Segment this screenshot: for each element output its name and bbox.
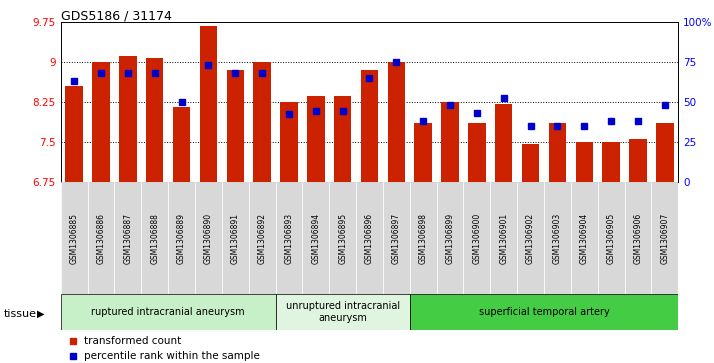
Text: unruptured intracranial
aneurysm: unruptured intracranial aneurysm	[286, 301, 400, 323]
Bar	[88, 182, 114, 296]
Bar	[195, 182, 222, 296]
Text: GSM1306900: GSM1306900	[473, 213, 481, 264]
Bar	[522, 144, 539, 182]
Text: GSM1306888: GSM1306888	[150, 213, 159, 264]
Text: GSM1306902: GSM1306902	[526, 213, 535, 264]
Bar	[253, 62, 271, 182]
Bar	[222, 182, 248, 296]
Bar	[173, 107, 190, 182]
Text: GSM1306894: GSM1306894	[311, 213, 321, 264]
Bar	[61, 294, 276, 330]
Bar	[248, 182, 276, 296]
Text: GSM1306898: GSM1306898	[418, 213, 428, 264]
Bar	[468, 123, 486, 182]
Text: ▶: ▶	[37, 309, 45, 319]
Bar	[334, 96, 351, 182]
Bar	[276, 182, 302, 296]
Text: GSM1306887: GSM1306887	[124, 213, 132, 264]
Bar	[571, 182, 598, 296]
Bar	[280, 102, 298, 182]
Text: GSM1306891: GSM1306891	[231, 213, 240, 264]
Bar	[329, 182, 356, 296]
Bar	[356, 182, 383, 296]
Bar	[549, 123, 566, 182]
Text: GDS5186 / 31174: GDS5186 / 31174	[61, 9, 171, 22]
Bar	[383, 182, 410, 296]
Bar	[410, 294, 678, 330]
Text: GSM1306896: GSM1306896	[365, 213, 374, 264]
Bar	[168, 182, 195, 296]
Bar	[517, 182, 544, 296]
Text: GSM1306897: GSM1306897	[392, 213, 401, 264]
Bar	[361, 70, 378, 182]
Text: transformed count: transformed count	[84, 336, 181, 346]
Bar	[226, 70, 244, 182]
Bar	[491, 182, 517, 296]
Bar	[495, 104, 513, 182]
Bar	[441, 102, 459, 182]
Bar	[141, 182, 168, 296]
Bar	[414, 123, 432, 182]
Bar	[598, 182, 625, 296]
Bar	[92, 62, 110, 182]
Text: GSM1306893: GSM1306893	[284, 213, 293, 264]
Text: GSM1306895: GSM1306895	[338, 213, 347, 264]
Bar	[651, 182, 678, 296]
Bar	[302, 182, 329, 296]
Text: GSM1306905: GSM1306905	[607, 213, 615, 264]
Text: GSM1306885: GSM1306885	[70, 213, 79, 264]
Bar	[437, 182, 463, 296]
Text: GSM1306886: GSM1306886	[96, 213, 106, 264]
Bar	[629, 139, 647, 182]
Text: ruptured intracranial aneurysm: ruptured intracranial aneurysm	[91, 307, 245, 317]
Bar	[625, 182, 651, 296]
Bar	[276, 294, 410, 330]
Bar	[200, 26, 217, 182]
Text: tissue: tissue	[4, 309, 36, 319]
Text: GSM1306907: GSM1306907	[660, 213, 669, 264]
Text: GSM1306889: GSM1306889	[177, 213, 186, 264]
Text: GSM1306901: GSM1306901	[499, 213, 508, 264]
Bar	[119, 56, 136, 182]
Bar	[544, 182, 571, 296]
Text: GSM1306892: GSM1306892	[258, 213, 266, 264]
Bar	[388, 62, 405, 182]
Bar	[114, 182, 141, 296]
Bar	[575, 142, 593, 182]
Text: GSM1306906: GSM1306906	[633, 213, 643, 264]
Text: percentile rank within the sample: percentile rank within the sample	[84, 351, 260, 361]
Bar	[603, 142, 620, 182]
Text: superficial temporal artery: superficial temporal artery	[478, 307, 610, 317]
Bar	[146, 58, 164, 182]
Bar	[307, 96, 325, 182]
Bar	[66, 86, 83, 182]
Bar	[656, 123, 673, 182]
Text: GSM1306890: GSM1306890	[204, 213, 213, 264]
Bar	[463, 182, 491, 296]
Bar	[410, 182, 437, 296]
Text: GSM1306899: GSM1306899	[446, 213, 455, 264]
Text: GSM1306904: GSM1306904	[580, 213, 589, 264]
Text: GSM1306903: GSM1306903	[553, 213, 562, 264]
Bar	[61, 182, 88, 296]
